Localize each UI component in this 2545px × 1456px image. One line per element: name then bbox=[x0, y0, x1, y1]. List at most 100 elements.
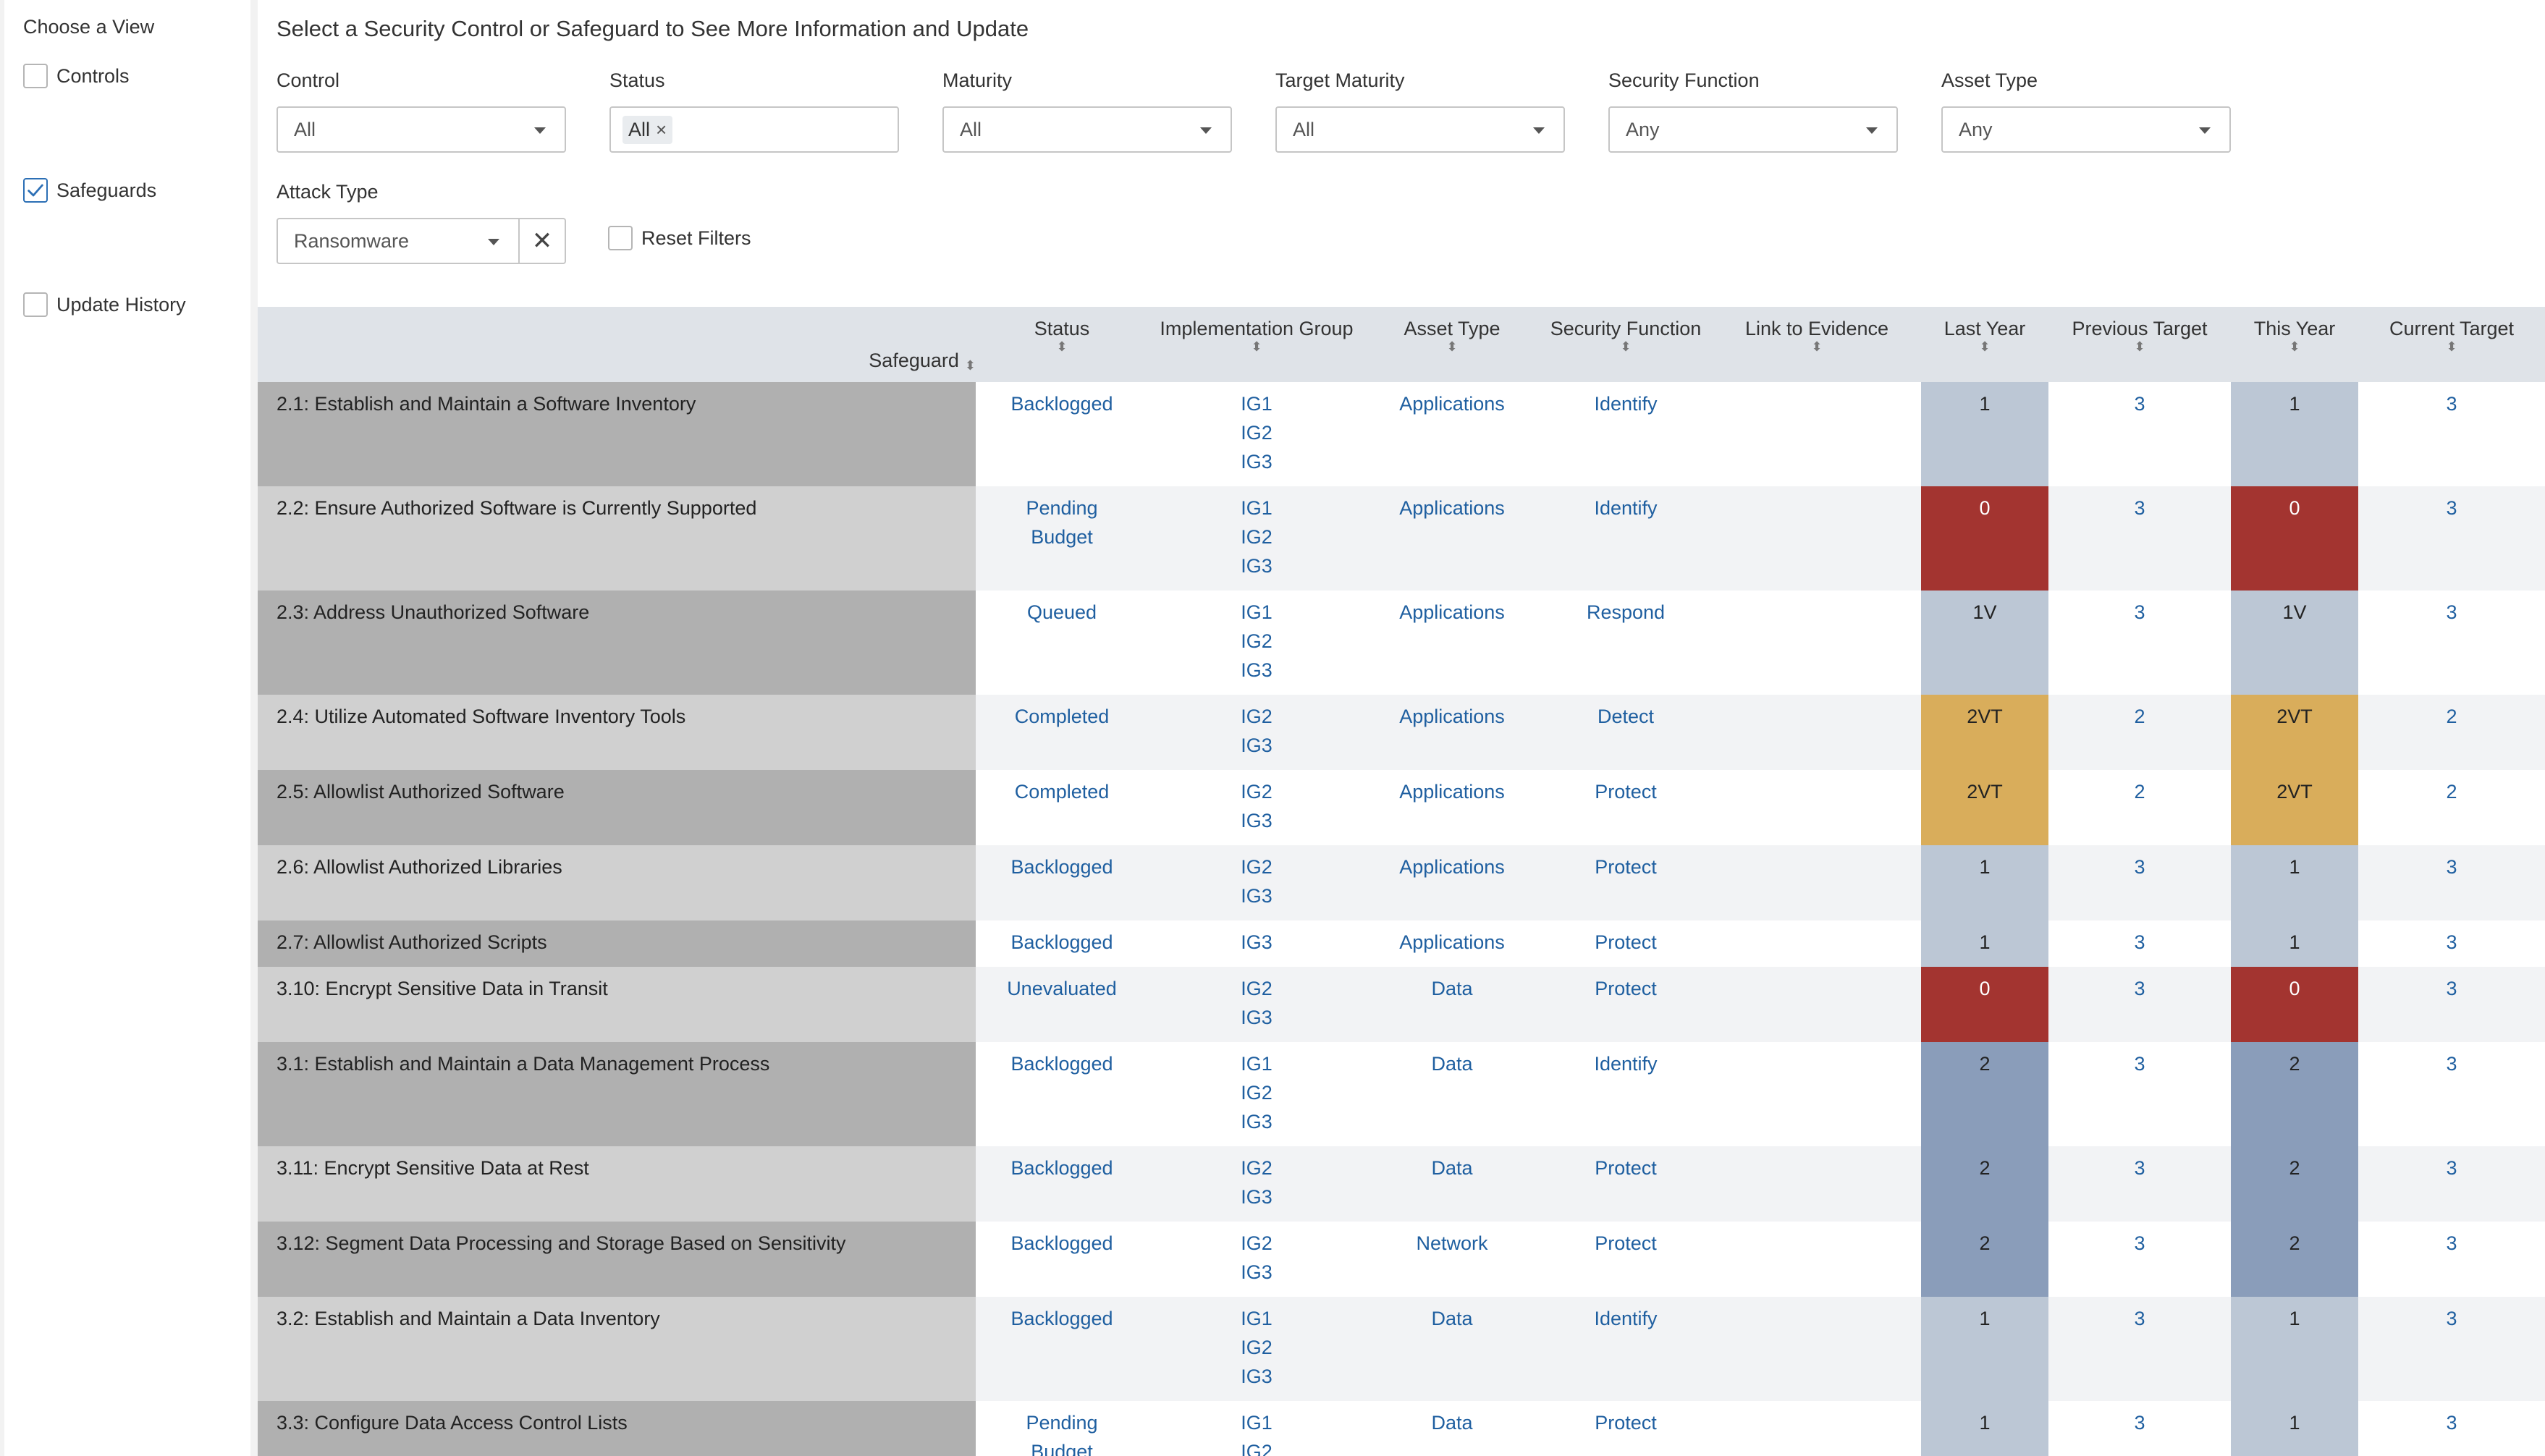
asset-type-cell[interactable]: Data bbox=[1365, 1401, 1539, 1456]
implementation-group-cell[interactable]: IG1 IG2 IG3 bbox=[1148, 1297, 1365, 1401]
safeguard-name-cell[interactable]: 2.1: Establish and Maintain a Software I… bbox=[258, 382, 976, 486]
link-to-evidence-cell[interactable] bbox=[1713, 695, 1921, 770]
ig-link[interactable]: IG1 bbox=[1241, 1308, 1272, 1329]
status-cell[interactable]: Backlogged bbox=[976, 1146, 1148, 1222]
ig-link[interactable]: IG3 bbox=[1241, 1007, 1272, 1028]
update-history-checkbox[interactable] bbox=[23, 292, 48, 317]
ig-link[interactable]: IG2 bbox=[1241, 1337, 1272, 1358]
this-year-cell[interactable]: 1 bbox=[2231, 382, 2358, 486]
status-link[interactable]: Queued bbox=[1026, 601, 1097, 623]
ig-link[interactable]: IG3 bbox=[1241, 659, 1272, 681]
remove-token-icon[interactable]: × bbox=[656, 118, 667, 140]
sort-icon[interactable]: ⬍ bbox=[1251, 339, 1262, 354]
ig-link[interactable]: IG2 bbox=[1241, 706, 1272, 727]
sort-icon[interactable]: ⬍ bbox=[964, 358, 976, 373]
status-cell[interactable]: Unevaluated bbox=[976, 967, 1148, 1042]
previous-target-cell[interactable]: 3 bbox=[2048, 1042, 2231, 1146]
safeguard-name-cell[interactable]: 2.7: Allowlist Authorized Scripts bbox=[258, 920, 976, 967]
ig-link[interactable]: IG2 bbox=[1241, 1082, 1272, 1104]
safeguard-name-cell[interactable]: 2.3: Address Unauthorized Software bbox=[258, 591, 976, 695]
status-cell[interactable]: Backlogged bbox=[976, 1042, 1148, 1146]
current-target-cell[interactable]: 3 bbox=[2358, 920, 2545, 967]
asset-type-cell[interactable]: Data bbox=[1365, 967, 1539, 1042]
header-this-year[interactable]: This Year ⬍ bbox=[2231, 307, 2358, 382]
security-function-cell[interactable]: Identify bbox=[1539, 1297, 1713, 1401]
implementation-group-cell[interactable]: IG2 IG3 bbox=[1148, 770, 1365, 845]
sort-icon[interactable]: ⬍ bbox=[2446, 339, 2457, 354]
previous-target-cell[interactable]: 3 bbox=[2048, 845, 2231, 920]
current-target-cell[interactable]: 3 bbox=[2358, 1042, 2545, 1146]
sort-icon[interactable]: ⬍ bbox=[1056, 339, 1068, 354]
link-to-evidence-cell[interactable] bbox=[1713, 382, 1921, 486]
current-target-cell[interactable]: 3 bbox=[2358, 1401, 2545, 1456]
asset-type-cell[interactable]: Network bbox=[1365, 1222, 1539, 1297]
asset-type-dropdown[interactable]: Any bbox=[1941, 106, 2231, 153]
header-previous-target[interactable]: Previous Target ⬍ bbox=[2048, 307, 2231, 382]
link-to-evidence-cell[interactable] bbox=[1713, 770, 1921, 845]
asset-type-cell[interactable]: Data bbox=[1365, 1042, 1539, 1146]
ig-link[interactable]: IG2 bbox=[1241, 978, 1272, 999]
current-target-cell[interactable]: 3 bbox=[2358, 486, 2545, 591]
current-target-cell[interactable]: 3 bbox=[2358, 1297, 2545, 1401]
status-cell[interactable]: Completed bbox=[976, 770, 1148, 845]
safeguards-checkbox[interactable] bbox=[23, 178, 48, 203]
last-year-cell[interactable]: 2 bbox=[1921, 1222, 2048, 1297]
security-function-cell[interactable]: Protect bbox=[1539, 967, 1713, 1042]
this-year-cell[interactable]: 1 bbox=[2231, 845, 2358, 920]
link-to-evidence-cell[interactable] bbox=[1713, 1146, 1921, 1222]
status-cell[interactable]: Backlogged bbox=[976, 382, 1148, 486]
header-last-year[interactable]: Last Year ⬍ bbox=[1921, 307, 2048, 382]
this-year-cell[interactable]: 0 bbox=[2231, 967, 2358, 1042]
ig-link[interactable]: IG3 bbox=[1241, 735, 1272, 756]
ig-link[interactable]: IG2 bbox=[1241, 1441, 1272, 1456]
safeguard-name-cell[interactable]: 2.2: Ensure Authorized Software is Curre… bbox=[258, 486, 976, 591]
security-function-cell[interactable]: Protect bbox=[1539, 1222, 1713, 1297]
security-function-cell[interactable]: Respond bbox=[1539, 591, 1713, 695]
security-function-cell[interactable]: Identify bbox=[1539, 486, 1713, 591]
link-to-evidence-cell[interactable] bbox=[1713, 1042, 1921, 1146]
current-target-cell[interactable]: 3 bbox=[2358, 591, 2545, 695]
security-function-cell[interactable]: Identify bbox=[1539, 382, 1713, 486]
sort-icon[interactable]: ⬍ bbox=[1620, 339, 1632, 354]
sort-icon[interactable]: ⬍ bbox=[2289, 339, 2300, 354]
security-function-cell[interactable]: Protect bbox=[1539, 845, 1713, 920]
ig-link[interactable]: IG1 bbox=[1241, 497, 1272, 519]
last-year-cell[interactable]: 1 bbox=[1921, 845, 2048, 920]
reset-filters[interactable]: Reset Filters bbox=[608, 226, 751, 250]
status-link[interactable]: Backlogged bbox=[1010, 393, 1113, 415]
ig-link[interactable]: IG1 bbox=[1241, 1412, 1272, 1434]
current-target-cell[interactable]: 3 bbox=[2358, 845, 2545, 920]
last-year-cell[interactable]: 1V bbox=[1921, 591, 2048, 695]
ig-link[interactable]: IG3 bbox=[1241, 1366, 1272, 1387]
asset-type-cell[interactable]: Data bbox=[1365, 1146, 1539, 1222]
status-link[interactable]: Completed bbox=[1014, 781, 1110, 803]
status-cell[interactable]: Backlogged bbox=[976, 845, 1148, 920]
implementation-group-cell[interactable]: IG2 IG3 bbox=[1148, 1222, 1365, 1297]
ig-link[interactable]: IG2 bbox=[1241, 422, 1272, 444]
ig-link[interactable]: IG3 bbox=[1241, 1261, 1272, 1283]
previous-target-cell[interactable]: 2 bbox=[2048, 770, 2231, 845]
previous-target-cell[interactable]: 3 bbox=[2048, 1401, 2231, 1456]
this-year-cell[interactable]: 2 bbox=[2231, 1042, 2358, 1146]
safeguard-name-cell[interactable]: 3.10: Encrypt Sensitive Data in Transit bbox=[258, 967, 976, 1042]
last-year-cell[interactable]: 1 bbox=[1921, 1401, 2048, 1456]
this-year-cell[interactable]: 2 bbox=[2231, 1222, 2358, 1297]
last-year-cell[interactable]: 1 bbox=[1921, 1297, 2048, 1401]
status-link[interactable]: Pending bbox=[1026, 497, 1098, 519]
status-link[interactable]: Pending bbox=[1026, 1412, 1098, 1434]
ig-link[interactable]: IG2 bbox=[1241, 526, 1272, 548]
header-asset-type[interactable]: Asset Type ⬍ bbox=[1365, 307, 1539, 382]
asset-type-cell[interactable]: Applications bbox=[1365, 770, 1539, 845]
status-link[interactable]: Completed bbox=[1014, 706, 1110, 727]
status-multiselect[interactable]: All × bbox=[609, 106, 899, 153]
previous-target-cell[interactable]: 3 bbox=[2048, 1222, 2231, 1297]
current-target-cell[interactable]: 3 bbox=[2358, 382, 2545, 486]
control-dropdown[interactable]: All bbox=[277, 106, 566, 153]
implementation-group-cell[interactable]: IG2 IG3 bbox=[1148, 695, 1365, 770]
controls-checkbox[interactable] bbox=[23, 64, 48, 88]
ig-link[interactable]: IG2 bbox=[1241, 630, 1272, 652]
maturity-dropdown[interactable]: All bbox=[942, 106, 1232, 153]
current-target-cell[interactable]: 3 bbox=[2358, 1146, 2545, 1222]
status-cell[interactable]: Backlogged bbox=[976, 1222, 1148, 1297]
ig-link[interactable]: IG1 bbox=[1241, 393, 1272, 415]
